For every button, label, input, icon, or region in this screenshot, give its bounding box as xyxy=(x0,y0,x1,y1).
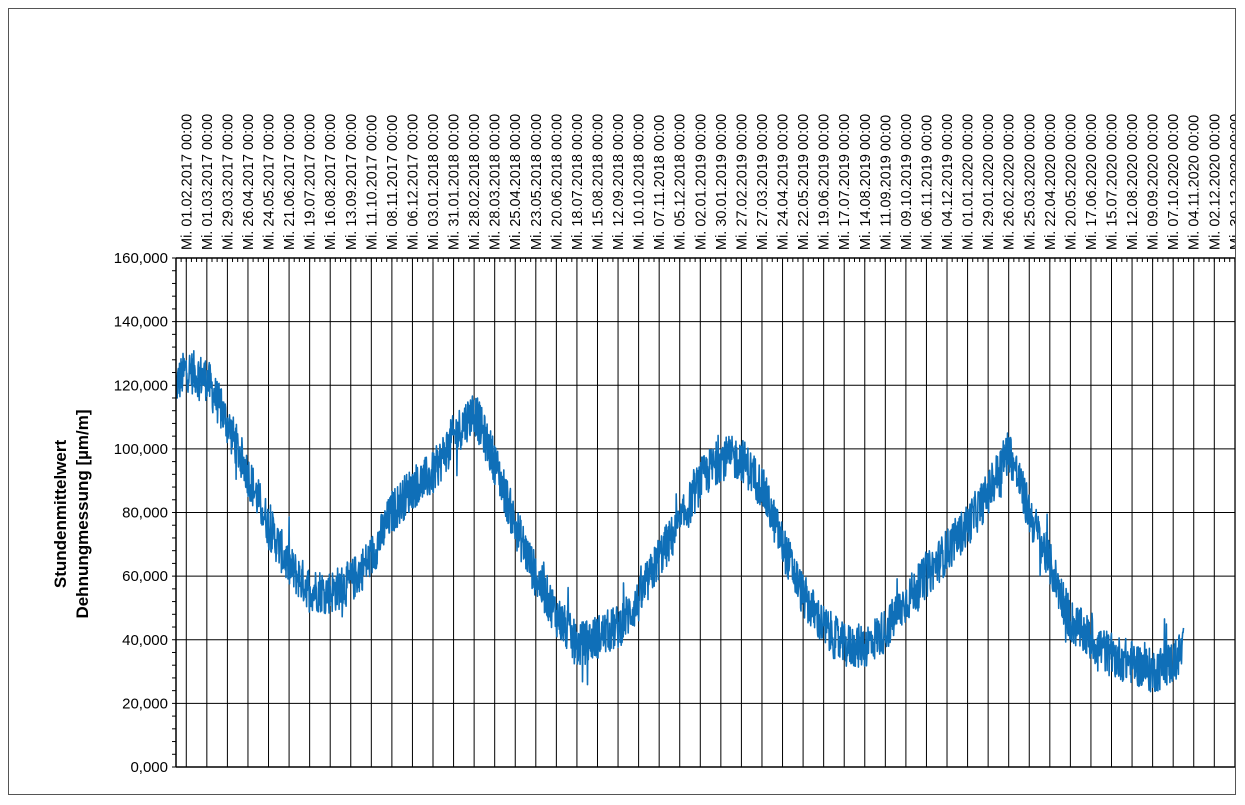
y-tick-label: 160,000 xyxy=(114,250,168,267)
x-tick-label: Mi. 24.04.2019 00:00 xyxy=(776,114,792,250)
x-tick-label: Mi. 30.12.2020 00:00 xyxy=(1228,114,1235,250)
x-tick-label: Mi. 20.05.2020 00:00 xyxy=(1063,114,1079,250)
x-tick-label: Mi. 22.04.2020 00:00 xyxy=(1043,114,1059,250)
y-tick-label: 20,000 xyxy=(122,695,168,712)
x-tick-label: Mi. 17.07.2019 00:00 xyxy=(837,114,853,250)
x-tick-label: Mi. 19.06.2019 00:00 xyxy=(817,114,833,250)
y-tick-label: 0,000 xyxy=(130,759,168,776)
x-tick-label: Mi. 02.01.2019 00:00 xyxy=(693,114,709,250)
x-tick-label: Mi. 04.12.2019 00:00 xyxy=(940,114,956,250)
x-tick-label: Mi. 21.06.2017 00:00 xyxy=(282,114,298,250)
x-tick-label: Mi. 27.03.2019 00:00 xyxy=(755,114,771,250)
x-tick-label: Mi. 29.01.2020 00:00 xyxy=(981,114,997,250)
x-tick-label: Mi. 18.07.2018 00:00 xyxy=(570,114,586,250)
x-tick-label: Mi. 19.07.2017 00:00 xyxy=(303,114,319,250)
y-tick-label: 40,000 xyxy=(122,632,168,649)
x-tick-label: Mi. 04.11.2020 00:00 xyxy=(1187,115,1203,250)
x-tick-label: Mi. 13.09.2017 00:00 xyxy=(344,114,360,250)
x-tick-label: Mi. 02.12.2020 00:00 xyxy=(1207,114,1223,250)
x-tick-label: Mi. 28.03.2018 00:00 xyxy=(488,114,504,250)
x-tick-label: Mi. 12.09.2018 00:00 xyxy=(611,114,627,250)
y-tick-label: 140,000 xyxy=(114,314,168,331)
x-tick-label: Mi. 30.01.2019 00:00 xyxy=(714,114,730,250)
series-line xyxy=(175,349,1185,693)
y-axis-label-line1: Stundenmittelwert xyxy=(51,440,70,589)
x-tick-label: Mi. 09.10.2019 00:00 xyxy=(899,114,915,250)
x-tick-label: Mi. 01.02.2017 00:00 xyxy=(179,114,195,250)
x-tick-label: Mi. 07.10.2020 00:00 xyxy=(1166,114,1182,250)
y-tick-label: 80,000 xyxy=(122,505,168,522)
chart-frame: 0,000 20,000 40,000 60,000 80,000 100,000 120,… xyxy=(8,8,1236,795)
x-tick-label: Mi. 29.03.2017 00:00 xyxy=(220,114,236,250)
x-tick-label: Mi. 01.01.2020 00:00 xyxy=(961,114,977,250)
x-tick-label: Mi. 01.03.2017 00:00 xyxy=(200,114,216,250)
x-tick-label: Mi. 07.11.2018 00:00 xyxy=(652,115,668,250)
x-tick-label: Mi. 08.11.2017 00:00 xyxy=(385,115,401,250)
x-tick-label: Mi. 27.02.2019 00:00 xyxy=(734,114,750,250)
x-tick-label: Mi. 24.05.2017 00:00 xyxy=(262,114,278,250)
x-tick-label: Mi. 05.12.2018 00:00 xyxy=(673,114,689,250)
x-tick-label: Mi. 03.01.2018 00:00 xyxy=(426,114,442,250)
x-tick-label: Mi. 23.05.2018 00:00 xyxy=(529,114,545,250)
x-tick-label: Mi. 22.05.2019 00:00 xyxy=(796,114,812,250)
x-tick-label: Mi. 06.11.2019 00:00 xyxy=(920,115,936,250)
y-tick-label: 120,000 xyxy=(114,377,168,394)
x-tick-label: Mi. 11.09.2019 00:00 xyxy=(878,115,894,250)
x-tick-label: Mi. 31.01.2018 00:00 xyxy=(447,114,463,250)
x-tick-label: Mi. 15.07.2020 00:00 xyxy=(1105,114,1121,250)
x-tick-label: Mi. 06.12.2017 00:00 xyxy=(405,114,421,250)
y-axis-label-line2: Dehnungmessung [µm/m] xyxy=(73,409,92,618)
x-tick-label: Mi. 17.06.2020 00:00 xyxy=(1084,114,1100,250)
x-tick-label: Mi. 14.08.2019 00:00 xyxy=(858,114,874,250)
x-tick-label: Mi. 25.03.2020 00:00 xyxy=(1022,114,1038,250)
x-tick-label: Mi. 20.06.2018 00:00 xyxy=(549,114,565,250)
x-tick-label: Mi. 10.10.2018 00:00 xyxy=(632,114,648,250)
y-tick-label: 60,000 xyxy=(122,568,168,585)
x-tick-label: Mi. 09.09.2020 00:00 xyxy=(1146,114,1162,250)
x-tick-label: Mi. 28.02.2018 00:00 xyxy=(467,114,483,250)
y-tick-label: 100,000 xyxy=(114,441,168,458)
x-tick-label: Mi. 11.10.2017 00:00 xyxy=(364,115,380,250)
x-tick-label: Mi. 25.04.2018 00:00 xyxy=(508,114,524,250)
x-tick-label: Mi. 12.08.2020 00:00 xyxy=(1125,114,1141,250)
x-tick-label: Mi. 26.04.2017 00:00 xyxy=(241,114,257,250)
x-tick-label: Mi. 16.08.2017 00:00 xyxy=(323,114,339,250)
x-tick-label: Mi. 26.02.2020 00:00 xyxy=(1002,114,1018,250)
strain-line-chart: 0,000 20,000 40,000 60,000 80,000 100,000 120,… xyxy=(51,114,1235,776)
x-tick-label: Mi. 15.08.2018 00:00 xyxy=(591,114,607,250)
